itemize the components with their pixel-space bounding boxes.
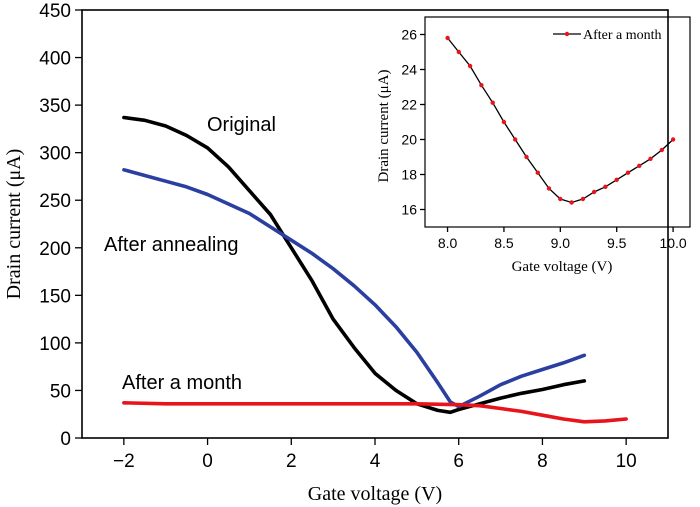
inset-x-tick-label: 8.5 bbox=[494, 235, 514, 251]
inset-y-tick-label: 16 bbox=[401, 202, 417, 218]
main-x-tick-label: 6 bbox=[453, 451, 464, 472]
inset-legend: After a month bbox=[553, 28, 662, 43]
inset-data-point bbox=[625, 170, 631, 175]
main-series bbox=[122, 115, 628, 424]
inset-data-point bbox=[569, 200, 574, 205]
series-line-after-a-month bbox=[122, 400, 628, 424]
inset-data-point bbox=[535, 170, 540, 175]
main-y-tick-label: 300 bbox=[39, 144, 71, 165]
inset-data-point bbox=[591, 189, 597, 195]
main-y-tick-label: 50 bbox=[50, 381, 71, 402]
inset-x-tick-label: 9.0 bbox=[551, 235, 571, 251]
inset-data-point bbox=[445, 35, 450, 41]
main-y-axis-title: Drain current (μA) bbox=[3, 149, 25, 300]
main-x-tick-label: −2 bbox=[113, 451, 135, 472]
inset-data-point bbox=[558, 196, 563, 202]
inset-data-point bbox=[524, 154, 529, 160]
main-y-tick-label: 0 bbox=[60, 429, 71, 450]
inset-data-point bbox=[467, 63, 473, 69]
inset-data-point bbox=[501, 119, 507, 125]
inset-data-point bbox=[490, 100, 495, 105]
inset-x-tick-label: 10.0 bbox=[659, 235, 686, 251]
main-x-tick-label: 4 bbox=[370, 451, 381, 472]
main-y-tick-label: 350 bbox=[39, 96, 71, 117]
inset-plot-frame bbox=[424, 16, 691, 228]
inset-legend-marker bbox=[564, 31, 570, 37]
main-y-tick-label: 250 bbox=[39, 191, 71, 212]
inset-data-point bbox=[546, 186, 552, 191]
inset-data-point bbox=[659, 147, 664, 153]
main-x-tick-label: 10 bbox=[616, 451, 637, 472]
inset-series-line bbox=[447, 37, 674, 204]
inset-x-tick-label: 9.5 bbox=[607, 235, 627, 251]
inset-data-point bbox=[648, 156, 653, 161]
inset-chart: 8.0 8.5 9.0 9.5 10.0 16 18 20 22 24 26 Gate voltag… bbox=[376, 16, 691, 275]
inset-data-point bbox=[670, 137, 676, 142]
main-y-tick-label: 150 bbox=[39, 286, 71, 307]
main-y-tick-label: 400 bbox=[39, 49, 71, 70]
main-x-tick-label: 8 bbox=[537, 451, 548, 472]
main-y-tick-label: 200 bbox=[39, 239, 71, 260]
annotation-after-annealing: After annealing bbox=[104, 234, 239, 256]
inset-y-tick-label: 26 bbox=[401, 27, 417, 43]
inset-ticks: 8.0 8.5 9.0 9.5 10.0 16 18 20 22 24 26 bbox=[401, 27, 687, 252]
main-x-axis-title: Gate voltage (V) bbox=[308, 483, 442, 505]
inset-y-tick-label: 22 bbox=[401, 97, 417, 113]
inset-y-axis-title: Drain current (μA) bbox=[376, 70, 392, 183]
inset-y-tick-label: 18 bbox=[401, 167, 417, 183]
annotation-original: Original bbox=[207, 114, 276, 136]
inset-data-point bbox=[513, 137, 518, 142]
main-y-tick-label: 100 bbox=[39, 334, 71, 355]
inset-legend-label: After a month bbox=[583, 28, 662, 43]
main-x-tick-label: 2 bbox=[286, 451, 297, 472]
inset-y-tick-label: 24 bbox=[401, 62, 417, 78]
inset-data-point bbox=[456, 49, 461, 55]
inset-x-tick-label: 8.0 bbox=[438, 235, 458, 251]
main-y-tick-label: 450 bbox=[39, 1, 71, 22]
inset-x-axis-title: Gate voltage (V) bbox=[512, 259, 613, 275]
inset-data-point bbox=[637, 163, 642, 168]
inset-data-point bbox=[614, 177, 619, 182]
series-line-original bbox=[122, 115, 587, 415]
inset-data-point bbox=[580, 196, 586, 202]
inset-data-point bbox=[603, 184, 608, 189]
inset-series bbox=[445, 35, 676, 205]
main-x-tick-label: 0 bbox=[202, 451, 213, 472]
series-line-after-annealing bbox=[122, 168, 587, 409]
inset-y-tick-label: 20 bbox=[401, 132, 417, 148]
annotation-after-a-month: After a month bbox=[122, 372, 242, 394]
inset-data-point bbox=[479, 83, 484, 88]
